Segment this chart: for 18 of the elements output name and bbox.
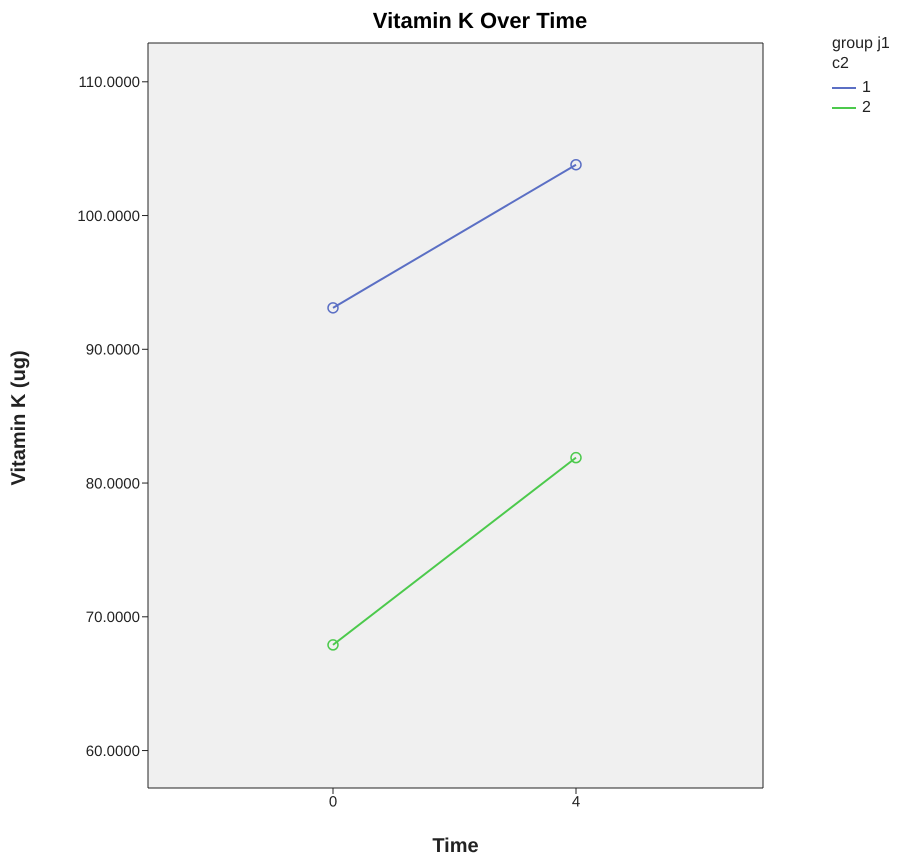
y-tick-label: 70.0000 — [86, 609, 140, 626]
point — [327, 639, 339, 651]
y-tick-label: 100.0000 — [77, 208, 140, 225]
y-axis-title: Vitamin K (ug) — [8, 350, 30, 486]
x-axis-title: Time — [432, 835, 479, 857]
y-tick-label: 80.0000 — [86, 475, 140, 492]
x-tick-label: 0 — [328, 794, 338, 811]
point — [570, 158, 582, 170]
point — [327, 302, 339, 314]
point — [570, 452, 582, 464]
legend-label: 1 — [862, 78, 871, 98]
legend-label: 2 — [862, 98, 871, 118]
x-tick-label: 4 — [572, 794, 580, 811]
y-tick-label: 110.0000 — [78, 74, 140, 92]
y-tick-label: 60.0000 — [86, 742, 140, 760]
legend-title: group j1 c2 — [832, 34, 891, 74]
y-tick-label: 90.0000 — [86, 342, 140, 359]
chart-title: Vitamin K Over Time — [372, 8, 588, 33]
